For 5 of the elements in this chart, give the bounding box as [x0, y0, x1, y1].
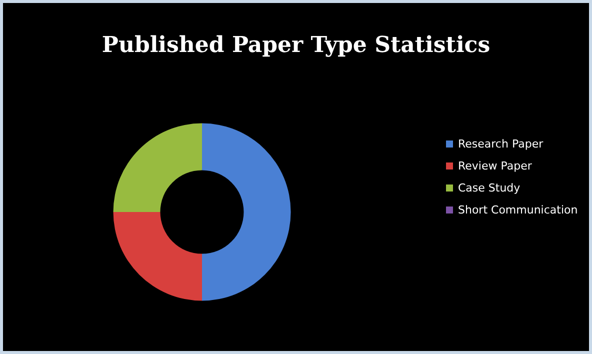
legend-label: Case Study	[458, 182, 521, 194]
legend-label: Short Communication	[458, 204, 578, 216]
chart-title: Published Paper Type Statistics	[102, 32, 490, 58]
legend-label: Research Paper	[458, 138, 544, 150]
legend-label: Review Paper	[458, 160, 532, 172]
